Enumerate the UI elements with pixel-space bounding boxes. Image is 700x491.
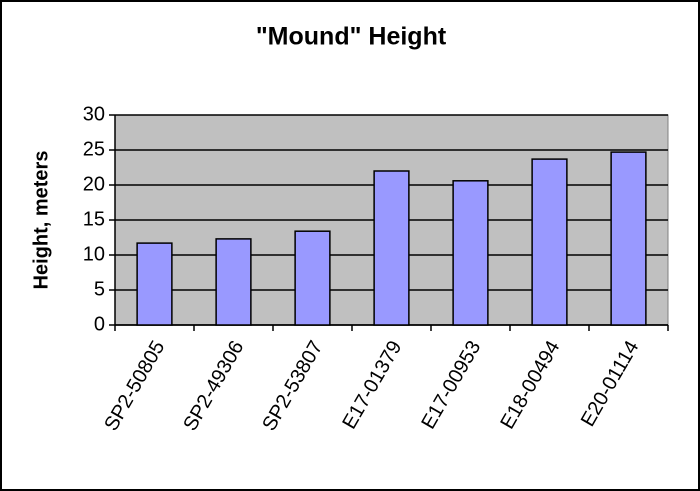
- bar: [215, 238, 252, 326]
- bar: [452, 180, 489, 326]
- bar: [294, 230, 331, 326]
- y-tick-label: 25: [83, 138, 105, 160]
- y-tick-label: 15: [83, 208, 105, 230]
- bar: [610, 151, 647, 326]
- y-tick-label: 30: [83, 103, 105, 125]
- y-tick-label: 20: [83, 173, 105, 195]
- bar: [531, 158, 568, 326]
- bar: [373, 170, 410, 326]
- y-tick-label: 0: [94, 313, 105, 335]
- y-tick-label: 5: [94, 278, 105, 300]
- bar: [136, 242, 173, 326]
- y-axis-label: Height, meters: [30, 151, 52, 290]
- chart-title: "Mound" Height: [256, 23, 447, 51]
- y-tick-label: 10: [83, 243, 105, 265]
